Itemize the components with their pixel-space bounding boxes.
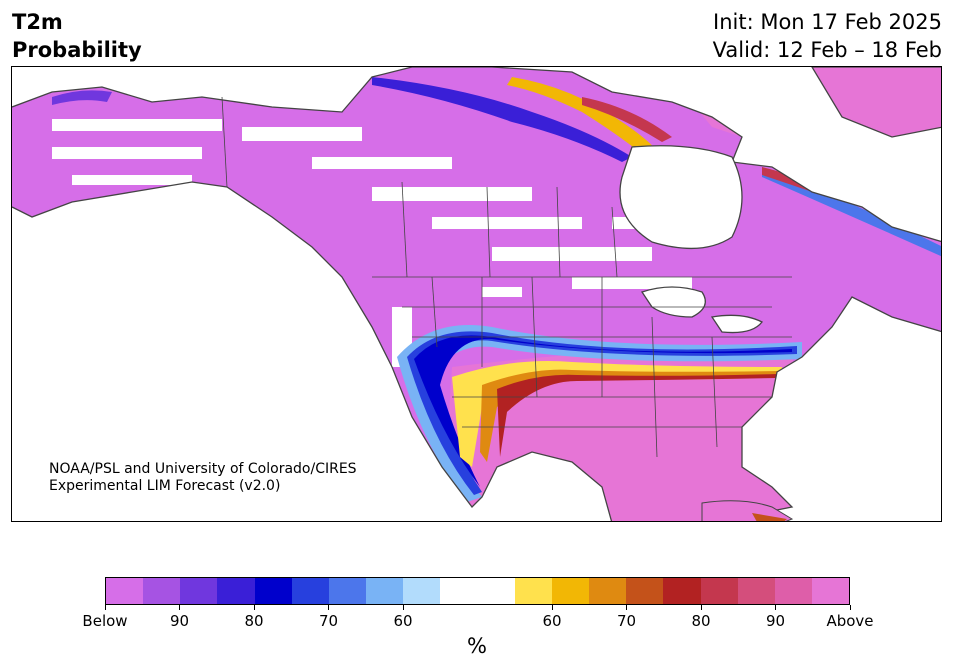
- colorbar-swatch: [366, 578, 404, 604]
- colorbar-tick: [328, 605, 329, 610]
- colorbar-tick-label: 90: [765, 612, 786, 630]
- colorbar-swatch: [403, 578, 441, 604]
- colorbar-tick-label: 80: [244, 612, 264, 630]
- colorbar-tick: [551, 605, 553, 610]
- cold-band-core: [414, 335, 792, 487]
- colorbar-tick: [775, 605, 776, 610]
- colorbar-tick-label: 60: [393, 612, 413, 630]
- colorbar-swatch: [551, 578, 590, 604]
- colorbar-tick: [179, 605, 180, 610]
- credit-text: NOAA/PSL and University of Colorado/CIRE…: [49, 461, 357, 495]
- caribbean-islands: [701, 500, 794, 521]
- credit-line-2: Experimental LIM Forecast (v2.0): [49, 478, 281, 494]
- map-canvas: [12, 67, 941, 521]
- title-product: Probability: [12, 38, 142, 62]
- colorbar-tick-label: 80: [691, 612, 711, 630]
- init-date: Init: Mon 17 Feb 2025: [713, 10, 942, 34]
- colorbar-tick-label: Below: [82, 612, 128, 630]
- colorbar-tick: [402, 605, 404, 610]
- valid-range: Valid: 12 Feb – 18 Feb: [712, 38, 942, 62]
- credit-line-1: NOAA/PSL and University of Colorado/CIRE…: [49, 461, 357, 477]
- colorbar-swatch: [514, 578, 552, 604]
- colorbar-swatch: [106, 578, 144, 604]
- map-title: T2m Probability: [12, 8, 142, 64]
- colorbar-swatch: [737, 578, 775, 604]
- title-variable: T2m: [12, 10, 63, 34]
- colorbar-tick: [104, 605, 106, 610]
- alaska-cold-patch: [52, 90, 112, 105]
- colorbar-swatch: [811, 578, 850, 604]
- forecast-map: [11, 66, 942, 522]
- colorbar-tick-label: Above: [826, 612, 874, 630]
- colorbar-swatch: [217, 578, 255, 604]
- colorbar-ticks: [104, 605, 851, 613]
- colorbar-swatch: [477, 578, 515, 604]
- forecast-dates: Init: Mon 17 Feb 2025 Valid: 12 Feb – 18…: [713, 8, 942, 64]
- colorbar-swatch: [291, 578, 329, 604]
- colorbar-swatch: [589, 578, 627, 604]
- colorbar-tick: [849, 605, 851, 610]
- colorbar-tick: [626, 605, 627, 610]
- colorbar-tick-labels: Below 90 80 70 60 60 70 80 90 Above: [82, 612, 873, 632]
- colorbar-swatch: [626, 578, 664, 604]
- colorbar-tick-label: 90: [169, 612, 190, 630]
- warm-band-core: [497, 374, 777, 457]
- colorbar-tick: [253, 605, 255, 610]
- political-borders: [221, 96, 792, 458]
- colorbar-swatch: [774, 578, 812, 604]
- coastlines: [12, 67, 941, 521]
- warm-band-mid: [480, 369, 780, 462]
- colorbar-swatch: [254, 578, 292, 604]
- colorbar-swatch: [663, 578, 701, 604]
- colorbar-tick-label: 70: [318, 612, 339, 630]
- colorbar-tick-label: 60: [542, 612, 562, 630]
- colorbar: [105, 577, 850, 605]
- colorbar-swatch: [700, 578, 738, 604]
- colorbar-unit: %: [467, 634, 487, 658]
- colorbar-tick: [700, 605, 702, 610]
- colorbar-tick-label: 70: [616, 612, 637, 630]
- colorbar-swatch: [328, 578, 367, 604]
- colorbar-swatch: [440, 578, 478, 604]
- north-warm-core: [582, 97, 672, 142]
- colorbar-swatch: [143, 578, 181, 604]
- north-cold-streak: [372, 77, 632, 162]
- colorbar-swatch: [180, 578, 218, 604]
